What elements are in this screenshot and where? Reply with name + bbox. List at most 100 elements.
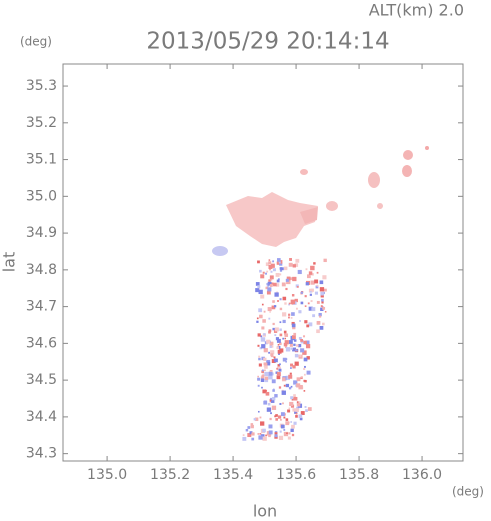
- echo-cell: [280, 424, 285, 429]
- x-tick-label: 135.8: [339, 467, 379, 483]
- echo-cell: [285, 361, 287, 363]
- echo-cell: [293, 343, 296, 346]
- echo-cell: [289, 401, 294, 407]
- echo-cell: [286, 276, 291, 281]
- echo-cell: [290, 396, 294, 400]
- echo-cell: [291, 323, 296, 328]
- echo-cell: [308, 288, 313, 293]
- echo-area: [368, 172, 380, 188]
- echo-cell: [277, 258, 281, 262]
- echo-cell: [258, 363, 262, 367]
- echo-cell: [298, 406, 300, 408]
- echo-cell: [294, 263, 299, 267]
- echo-cell: [264, 371, 269, 377]
- echo-cell: [268, 374, 273, 380]
- echo-cell: [285, 418, 289, 421]
- echo-cell: [307, 302, 310, 305]
- y-label: lat: [0, 252, 19, 273]
- echo-cell: [282, 319, 286, 324]
- echo-cell: [287, 409, 291, 413]
- echo-cell: [291, 398, 294, 401]
- echo-cell: [296, 383, 301, 388]
- echo-cell: [255, 288, 260, 293]
- echo-cell: [283, 431, 289, 437]
- echo-cell: [291, 294, 295, 297]
- echo-cell: [269, 275, 274, 280]
- echo-cell: [293, 394, 296, 397]
- echo-cell: [316, 271, 319, 274]
- echo-cell: [260, 335, 263, 338]
- echo-cell: [305, 340, 310, 345]
- echo-cell: [288, 340, 293, 344]
- echo-cell: [278, 353, 280, 355]
- echo-cell: [242, 436, 247, 441]
- echo-area: [300, 207, 318, 224]
- echo-cell: [269, 345, 273, 348]
- echo-cell: [260, 337, 266, 342]
- echo-cell: [289, 372, 292, 375]
- echo-area: [326, 201, 338, 211]
- echo-cell: [264, 369, 266, 372]
- x-label: lon: [253, 502, 277, 521]
- echo-cell: [305, 409, 308, 412]
- echo-cell: [264, 378, 269, 383]
- echo-cell: [283, 342, 288, 347]
- echo-cell: [272, 322, 275, 326]
- echo-cell: [271, 359, 276, 363]
- echo-cell: [275, 273, 280, 277]
- echo-cell: [259, 346, 262, 350]
- echo-cell: [323, 288, 327, 292]
- echo-cell: [292, 264, 296, 268]
- echo-cell: [283, 429, 286, 431]
- echo-cell: [304, 405, 307, 408]
- echo-cell: [259, 433, 262, 435]
- echo-cell: [266, 270, 269, 273]
- echo-cell: [268, 351, 270, 354]
- echo-cell: [271, 379, 276, 384]
- echo-cell: [296, 285, 299, 288]
- echo-cell: [274, 334, 277, 337]
- echo-cell: [273, 282, 277, 287]
- echo-cell: [294, 361, 299, 366]
- echo-cell: [279, 402, 282, 405]
- echo-cell: [295, 284, 299, 288]
- echo-cell: [269, 400, 272, 403]
- echo-cell: [292, 347, 297, 352]
- echo-cell: [285, 278, 289, 282]
- echo-cell: [294, 410, 298, 414]
- echo-cell: [250, 423, 254, 426]
- echo-cell: [268, 434, 271, 438]
- echo-cell: [322, 322, 325, 326]
- echo-cell: [268, 330, 271, 334]
- echo-cell: [318, 312, 322, 317]
- echo-cell: [258, 357, 261, 361]
- echo-cell: [276, 346, 280, 349]
- echo-cell: [279, 269, 283, 272]
- echo-cell: [288, 387, 292, 390]
- echo-cell: [257, 410, 260, 413]
- echo-cell: [279, 363, 281, 366]
- echo-cell: [270, 282, 274, 286]
- echo-area: [377, 203, 383, 209]
- echo-cell: [262, 428, 266, 433]
- echo-cell: [263, 310, 266, 313]
- echo-cell: [269, 398, 272, 401]
- y-tick-label: 34.6: [26, 335, 57, 351]
- echo-cell: [276, 261, 281, 265]
- echo-cell: [274, 432, 278, 436]
- echo-cell: [298, 310, 302, 314]
- x-tick-label: 135.2: [150, 467, 190, 483]
- echo-cell: [272, 300, 275, 303]
- echo-cell: [266, 290, 271, 295]
- echo-cell: [278, 386, 282, 389]
- echo-cell: [272, 260, 275, 263]
- echo-cell: [279, 342, 282, 346]
- echo-cell: [297, 344, 302, 348]
- echo-cell: [302, 350, 307, 355]
- echo-cell: [288, 432, 291, 435]
- echo-cell: [247, 433, 252, 438]
- echo-cell: [305, 268, 308, 271]
- echo-cell: [299, 401, 301, 403]
- y-tick-label: 34.7: [26, 299, 57, 315]
